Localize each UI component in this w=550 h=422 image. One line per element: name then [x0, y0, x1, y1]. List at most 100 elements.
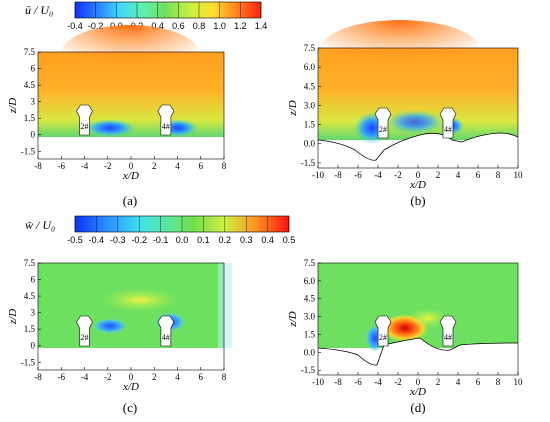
- y-tick-label: 3.0: [304, 312, 316, 322]
- colorbar-tick-label: -0.5: [67, 235, 83, 245]
- x-tick-label: 8: [496, 377, 501, 387]
- pier-label: 4#: [444, 333, 452, 342]
- pier-shape: [157, 315, 175, 347]
- colorbar-tick-label: 0.0: [176, 235, 189, 245]
- x-tick-label: -8: [34, 161, 42, 171]
- x-axis-label: x/D: [409, 386, 426, 398]
- pier-shape: [439, 315, 457, 347]
- panel-a: -8 -6 -4 -2 0 2 4 6 8 7.5 6 4.5 3 1.5 0 -1.5 x/D z/D (a) 2#…: [7, 25, 227, 208]
- x-tick-label: 4: [175, 161, 180, 171]
- x-tick-label: 2: [436, 377, 441, 387]
- y-tick-label: 4.5: [304, 294, 316, 304]
- x-tick-label: -2: [104, 161, 112, 171]
- pier-label: 4#: [162, 122, 170, 131]
- pier: 2#: [374, 107, 392, 139]
- y-tick-label: 1.5: [24, 113, 36, 123]
- x-tick-label: 10: [514, 377, 524, 387]
- pier: 4#: [439, 315, 457, 347]
- x-tick-label: 8: [222, 161, 227, 171]
- pier-label: 4#: [444, 125, 452, 134]
- panel-a-axes: -8 -6 -4 -2 0 2 4 6 8 7.5 6 4.5 3 1.5 0 -1.5 x/D z/D (a) 2#…: [7, 47, 227, 208]
- y-axis-label: z/D: [7, 98, 19, 114]
- x-tick-label: 0: [416, 377, 421, 387]
- panel-caption: (b): [410, 193, 425, 208]
- y-tick-label: 1.5: [304, 329, 316, 339]
- colorbar-u-title: ū / U₀: [25, 3, 53, 17]
- pier-shape: [439, 107, 457, 139]
- y-tick-label: 3: [31, 308, 36, 318]
- x-tick-label: 6: [199, 372, 204, 382]
- x-tick-label: -6: [354, 170, 362, 180]
- pier-shape: [157, 104, 175, 136]
- colorbar-tick-label: 0.4: [261, 235, 274, 245]
- colorbar-tick-label: 0.5: [283, 235, 296, 245]
- y-tick-label: 6.0: [304, 62, 316, 72]
- colorbar-w-ticks: -0.5 -0.4 -0.3 -0.2 -0.1 0.0 0.1 0.2 0.3 0.4 0.5: [67, 216, 295, 245]
- x-tick-label: 4: [175, 372, 180, 382]
- x-tick-label: -4: [374, 170, 382, 180]
- colorbar-tick-label: -0.4: [67, 21, 83, 31]
- x-tick-label: -4: [81, 372, 89, 382]
- colorbar-tick-label: -0.4: [89, 235, 105, 245]
- y-tick-label: 0.0: [304, 139, 316, 149]
- panel-b-field: [317, 20, 519, 168]
- colorbar-tick-label: 1.2: [234, 21, 247, 31]
- pier-label: 2#: [379, 125, 387, 134]
- panel-caption: (d): [410, 400, 425, 415]
- x-tick-label: 6: [199, 161, 204, 171]
- x-tick-label: 0: [416, 170, 421, 180]
- x-tick-label: -2: [394, 377, 402, 387]
- pier: 2#: [374, 315, 392, 347]
- y-tick-label: 4.5: [304, 81, 316, 91]
- colorbar-tick-label: 0.1: [197, 235, 210, 245]
- pier: 4#: [157, 104, 175, 136]
- pier-shape: [76, 315, 93, 347]
- x-tick-label: 0: [129, 161, 134, 171]
- panel-caption: (a): [123, 193, 137, 208]
- panel-d-axes: -10 -8 -6 -4 -2 0 2 4 6 8 10 7.5 6.0 4.5 3.0 1.5 0.0 -1.5…: [287, 258, 523, 415]
- panel-c: -8 -6 -4 -2 0 2 4 6 8 7.5 6 4.5 3 1.5 0 -1.5 x/D z/D (c) 2#…: [7, 258, 232, 415]
- x-tick-label: 4: [456, 377, 461, 387]
- x-axis-label: x/D: [122, 170, 139, 182]
- x-tick-label: -6: [58, 161, 66, 171]
- pier-label: 2#: [81, 333, 89, 342]
- y-tick-label: 7.5: [304, 43, 316, 53]
- y-tick-label: 6: [31, 64, 36, 74]
- x-tick-label: -2: [104, 372, 112, 382]
- y-tick-label: 7.5: [304, 258, 316, 268]
- y-tick-label: -1.5: [21, 357, 36, 367]
- panel-b-axes: -10 -8 -6 -4 -2 0 2 4 6 8 10 7.5 6.0 4.5 3.0 1.5 0.0 -1.5…: [287, 43, 523, 208]
- y-tick-label: 1.5: [304, 120, 316, 130]
- pier-label: 2#: [81, 122, 89, 131]
- panel-c-axes: -8 -6 -4 -2 0 2 4 6 8 7.5 6 4.5 3 1.5 0 -1.5 x/D z/D (c) 2#…: [7, 258, 227, 415]
- panel-d-field: [317, 263, 519, 375]
- y-tick-label: 0: [31, 341, 36, 351]
- y-tick-label: 6: [31, 275, 36, 285]
- colorbar-tick-label: 0.8: [193, 21, 206, 31]
- x-tick-label: 2: [436, 170, 441, 180]
- colorbar-tick-label: 0.6: [172, 21, 185, 31]
- pier-label: 2#: [379, 333, 387, 342]
- y-tick-label: 7.5: [24, 258, 36, 268]
- x-tick-label: -8: [334, 170, 342, 180]
- x-tick-label: -10: [312, 170, 324, 180]
- colorbar-w: w̄ / U₀ -0.5 -0.4 -0.3 -0.2 -0.1 0.0 0.1 0.2 0.3…: [25, 215, 295, 245]
- y-tick-label: 3.0: [304, 100, 316, 110]
- x-tick-label: 2: [152, 372, 157, 382]
- pier: 2#: [76, 104, 93, 136]
- pier-shape: [76, 104, 93, 136]
- x-tick-label: -10: [312, 377, 324, 387]
- x-tick-label: -6: [354, 377, 362, 387]
- pier-label: 4#: [162, 333, 170, 342]
- x-tick-label: -2: [394, 170, 402, 180]
- colorbar-tick-label: 0.3: [240, 235, 253, 245]
- x-tick-label: -8: [334, 377, 342, 387]
- colorbar-tick-label: -0.1: [153, 235, 169, 245]
- y-tick-label: 0: [31, 130, 36, 140]
- x-tick-label: 4: [456, 170, 461, 180]
- panel-caption: (c): [123, 400, 137, 415]
- x-tick-label: 8: [496, 170, 501, 180]
- x-tick-label: -8: [34, 372, 42, 382]
- colorbar-w-title: w̄ / U₀: [25, 218, 55, 232]
- pier-shape: [374, 315, 392, 347]
